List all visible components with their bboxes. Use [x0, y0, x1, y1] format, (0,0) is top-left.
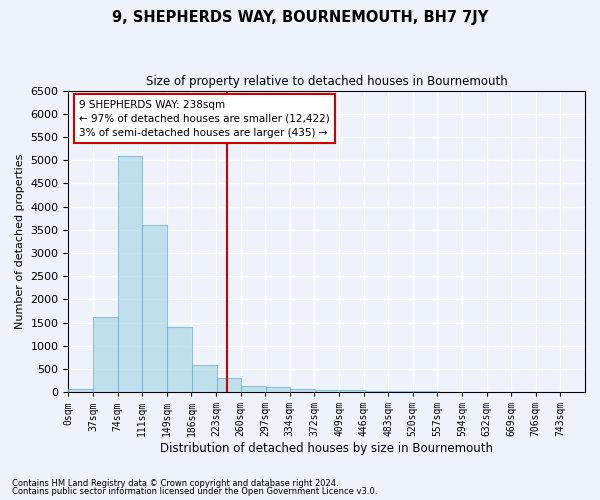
- Bar: [389, 391, 414, 392]
- Bar: [241, 386, 266, 392]
- Title: Size of property relative to detached houses in Bournemouth: Size of property relative to detached ho…: [146, 75, 508, 88]
- Text: 9, SHEPHERDS WAY, BOURNEMOUTH, BH7 7JY: 9, SHEPHERDS WAY, BOURNEMOUTH, BH7 7JY: [112, 10, 488, 25]
- Bar: [365, 391, 389, 392]
- X-axis label: Distribution of detached houses by size in Bournemouth: Distribution of detached houses by size …: [160, 442, 493, 455]
- Text: Contains HM Land Registry data © Crown copyright and database right 2024.: Contains HM Land Registry data © Crown c…: [12, 478, 338, 488]
- Bar: [192, 366, 217, 392]
- Bar: [93, 316, 118, 392]
- Bar: [290, 390, 315, 392]
- Bar: [217, 378, 241, 392]
- Bar: [118, 156, 142, 392]
- Bar: [340, 390, 365, 392]
- Bar: [167, 327, 192, 392]
- Text: 9 SHEPHERDS WAY: 238sqm
← 97% of detached houses are smaller (12,422)
3% of semi: 9 SHEPHERDS WAY: 238sqm ← 97% of detache…: [79, 100, 329, 138]
- Text: Contains public sector information licensed under the Open Government Licence v3: Contains public sector information licen…: [12, 487, 377, 496]
- Bar: [266, 387, 290, 392]
- Bar: [142, 225, 167, 392]
- Bar: [68, 389, 93, 392]
- Y-axis label: Number of detached properties: Number of detached properties: [15, 154, 25, 329]
- Bar: [316, 390, 340, 392]
